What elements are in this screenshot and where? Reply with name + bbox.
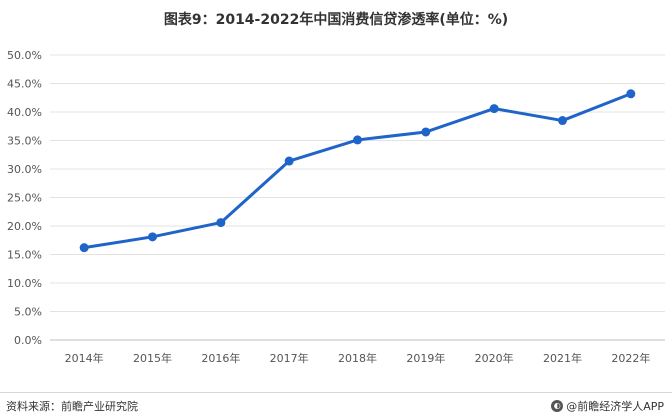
y-tick-label: 35.0% xyxy=(7,135,42,148)
y-tick-label: 0.0% xyxy=(14,334,42,347)
data-point xyxy=(421,127,431,137)
data-point xyxy=(626,89,636,99)
x-tick-label: 2015年 xyxy=(133,351,172,365)
x-tick-label: 2021年 xyxy=(543,351,582,365)
data-point xyxy=(558,116,567,126)
qianzhan-logo-icon: ◐ xyxy=(551,400,564,412)
series-line-path xyxy=(83,92,632,250)
data-point xyxy=(216,218,226,228)
data-point xyxy=(148,232,157,242)
y-tick-label: 10.0% xyxy=(7,277,42,290)
data-point xyxy=(79,243,89,253)
x-tick-label: 2018年 xyxy=(338,351,377,365)
x-tick-label: 2019年 xyxy=(406,351,445,365)
footer: 资料来源：前瞻产业研究院 ◐ @前瞻经济学人APP xyxy=(0,392,672,417)
y-tick-label: 30.0% xyxy=(7,163,42,176)
y-tick-label: 20.0% xyxy=(7,220,42,233)
y-tick-label: 15.0% xyxy=(7,249,42,262)
y-tick-label: 50.0% xyxy=(7,49,42,62)
source-text: 资料来源：前瞻产业研究院 xyxy=(6,400,138,413)
y-tick-label: 45.0% xyxy=(7,78,42,91)
y-tick-label: 5.0% xyxy=(14,306,42,319)
chart-title: 图表9：2014-2022年中国消费信贷渗透率(单位：%) xyxy=(163,12,509,28)
line-chart: 0.0% 5.0% 10.0% 15.0% 20.0% 25.0% 30.0% 35.0% 40… xyxy=(7,49,665,365)
y-axis-ticks: 0.0% 5.0% 10.0% 15.0% 20.0% 25.0% 30.0% 35.0% 40… xyxy=(7,49,42,347)
x-tick-label: 2017年 xyxy=(270,351,309,365)
x-tick-label: 2014年 xyxy=(65,351,104,365)
brand: ◐ @前瞻经济学人APP xyxy=(551,398,664,414)
brand-text: @前瞻经济学人APP xyxy=(566,400,664,413)
gridlines xyxy=(50,54,665,341)
data-point xyxy=(489,104,499,114)
y-tick-label: 40.0% xyxy=(7,106,42,119)
series-line xyxy=(79,89,636,253)
data-point xyxy=(284,156,294,166)
x-tick-label: 2022年 xyxy=(611,351,650,365)
y-tick-label: 25.0% xyxy=(7,192,42,205)
x-tick-label: 2020年 xyxy=(475,351,514,365)
data-point xyxy=(353,135,362,145)
x-tick-label: 2016年 xyxy=(201,351,240,365)
x-axis-ticks: 2014年 2015年 2016年 2017年 2018年 2019年 2020年 2021年… xyxy=(65,351,651,365)
